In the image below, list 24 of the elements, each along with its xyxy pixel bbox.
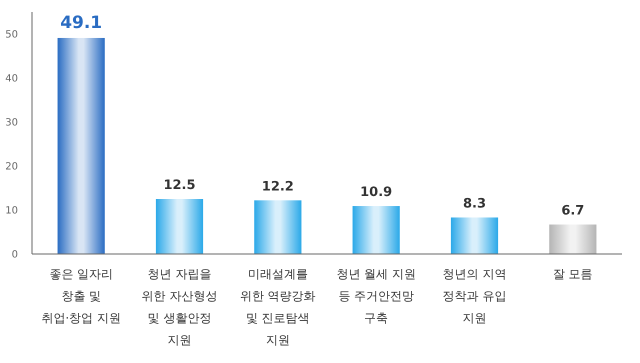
bar [254, 200, 302, 254]
y-tick-label: 0 [12, 250, 18, 260]
bar [549, 224, 596, 254]
x-tick-label: 청년의 지역 정착과 유입 지원 [442, 267, 506, 325]
x-tick-label: 미래설계를 위한 역량강화 및 진로탐색 지원 [240, 267, 316, 347]
bar [450, 217, 498, 254]
y-tick-label: 10 [5, 206, 18, 216]
y-tick-label: 40 [5, 74, 18, 84]
x-tick-label: 청년 자립을 위한 자산형성 및 생활안정 지원 [142, 267, 218, 347]
y-tick-label: 50 [5, 30, 18, 40]
data-label: 10.9 [360, 185, 392, 200]
y-tick-label: 30 [5, 118, 18, 128]
x-tick-label: 잘 모름 [552, 267, 593, 281]
data-label: 12.5 [163, 178, 196, 193]
x-tick-label: 좋은 일자리 창출 및 취업·창업 지원 [41, 267, 121, 325]
bar [58, 38, 105, 254]
data-label: 49.1 [60, 12, 102, 33]
data-label: 6.7 [561, 204, 584, 219]
data-label: 12.2 [262, 179, 294, 194]
data-label: 8.3 [462, 196, 486, 212]
x-tick-label: 청년 월세 지원 등 주거안전망 구축 [336, 267, 416, 325]
bar [352, 206, 400, 254]
y-tick-label: 20 [5, 162, 18, 172]
bar [156, 199, 204, 254]
